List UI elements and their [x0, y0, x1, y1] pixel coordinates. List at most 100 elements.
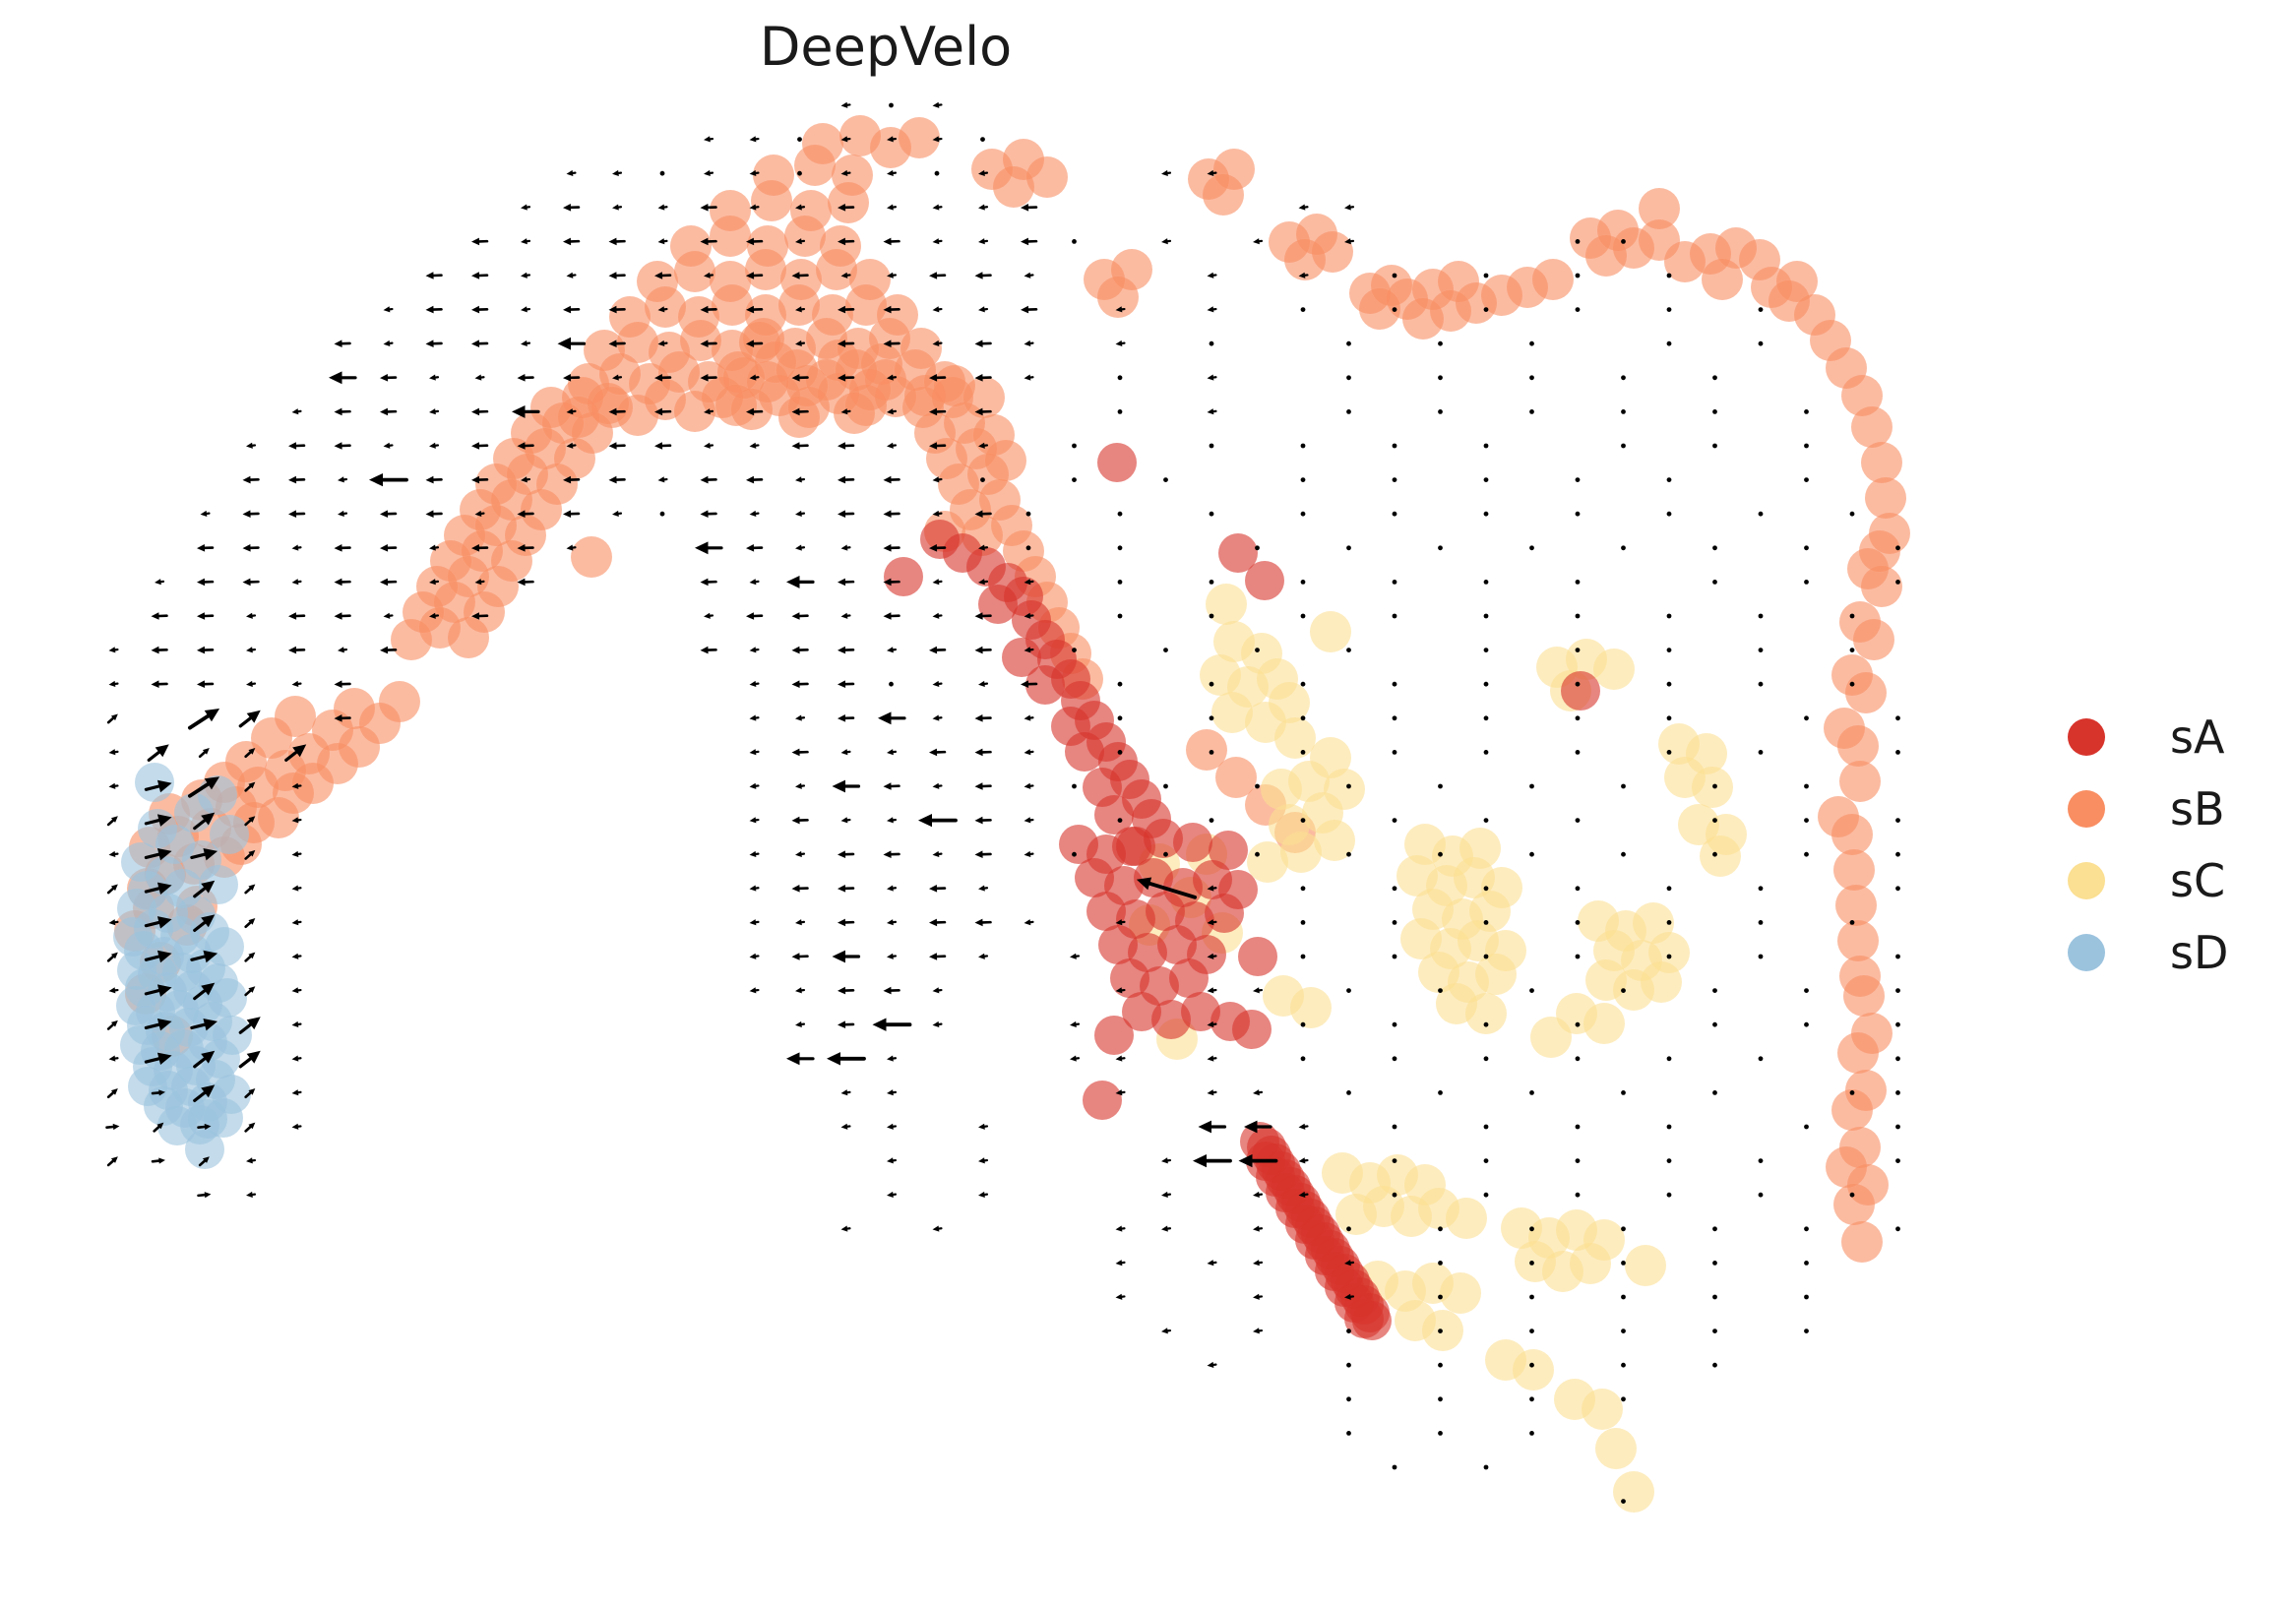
- velocity-dot: [1117, 375, 1123, 381]
- velocity-arrow-head: [929, 272, 938, 279]
- velocity-arrow-head: [471, 544, 480, 552]
- velocity-arrow-head: [291, 1123, 299, 1130]
- velocity-arrow-head: [795, 782, 802, 789]
- legend-marker-sA: [2068, 717, 2105, 756]
- legend-label-sB: sB: [2170, 781, 2225, 835]
- velocity-dot: [1666, 613, 1672, 619]
- velocity-arrow-head: [932, 1225, 940, 1232]
- velocity-dot: [1300, 818, 1306, 823]
- velocity-arrow-head: [563, 510, 572, 518]
- velocity-dot: [1255, 545, 1260, 551]
- velocity-arrow-shaft: [105, 1125, 115, 1129]
- data-point-sB: [861, 343, 902, 385]
- velocity-arrow-shaft: [106, 887, 115, 895]
- velocity-dot: [1575, 818, 1581, 823]
- velocity-dot: [1392, 273, 1397, 278]
- data-point-sA: [1065, 732, 1104, 772]
- velocity-arrow-head: [887, 1089, 894, 1096]
- velocity-arrow-head: [1161, 1157, 1168, 1164]
- velocity-dot: [1575, 1124, 1581, 1130]
- data-point-sA: [1218, 533, 1258, 573]
- velocity-dot: [1392, 750, 1397, 755]
- data-point-sB: [1833, 1184, 1875, 1225]
- velocity-arrow-head: [838, 714, 846, 722]
- velocity-arrow-head: [151, 646, 159, 654]
- velocity-dot: [1666, 920, 1672, 925]
- velocity-dot: [1529, 1294, 1534, 1300]
- velocity-arrow-head: [749, 919, 757, 926]
- data-point-sB: [275, 696, 316, 737]
- velocity-arrow-shaft: [188, 713, 211, 730]
- velocity-arrow-head: [932, 340, 940, 347]
- velocity-dot: [1758, 648, 1764, 652]
- velocity-arrow-head: [566, 408, 574, 415]
- velocity-dot: [1804, 1329, 1809, 1333]
- velocity-dot: [1575, 511, 1581, 517]
- velocity-arrow-shaft: [144, 818, 161, 826]
- velocity-arrow-head: [429, 544, 436, 551]
- velocity-arrow-head: [1298, 1191, 1306, 1199]
- velocity-dot: [1483, 1192, 1489, 1198]
- velocity-arrow-head: [887, 953, 894, 959]
- velocity-arrow-head: [563, 475, 572, 484]
- data-point-sB: [899, 117, 940, 158]
- velocity-arrow-head: [200, 510, 208, 518]
- velocity-dot: [1346, 648, 1351, 652]
- velocity-arrow-head: [108, 749, 116, 756]
- velocity-dot: [1392, 1158, 1397, 1163]
- velocity-arrow-head: [380, 510, 389, 518]
- velocity-arrow-head: [932, 850, 940, 858]
- velocity-arrow-head: [838, 475, 846, 484]
- velocity-arrow-head: [791, 816, 800, 825]
- velocity-arrow-head: [156, 1018, 172, 1031]
- data-point-sA: [1094, 1016, 1134, 1055]
- velocity-arrow-head: [704, 408, 711, 415]
- velocity-arrow-head: [291, 953, 299, 959]
- velocity-arrow-head: [521, 204, 527, 211]
- velocity-arrow-head: [749, 817, 757, 824]
- data-point-sA: [1112, 827, 1151, 866]
- velocity-arrow-head: [932, 204, 940, 211]
- velocity-arrow-head: [746, 340, 755, 347]
- velocity-dot: [1895, 954, 1900, 959]
- velocity-arrow-head: [425, 272, 434, 279]
- velocity-arrow-head: [932, 136, 940, 143]
- velocity-arrow-head: [248, 1122, 256, 1130]
- velocity-arrow-head: [201, 1050, 216, 1064]
- velocity-arrow-head: [932, 476, 940, 483]
- velocity-dot: [1392, 443, 1397, 449]
- velocity-arrow-head: [512, 404, 526, 418]
- velocity-arrow-head: [840, 101, 848, 108]
- velocity-arrow-head: [1115, 1293, 1123, 1300]
- velocity-arrow-head: [288, 510, 297, 518]
- velocity-arrow-head: [1207, 272, 1214, 278]
- velocity-arrow-head: [838, 885, 846, 893]
- velocity-dot: [1575, 273, 1581, 278]
- velocity-arrow-head: [1161, 238, 1168, 245]
- velocity-arrow-head: [978, 953, 985, 959]
- velocity-arrow-head: [242, 578, 251, 587]
- data-point-sA: [1245, 561, 1284, 600]
- velocity-dot: [1209, 340, 1214, 346]
- velocity-arrow-head: [1115, 1260, 1123, 1267]
- velocity-arrow-head: [338, 510, 344, 518]
- legend-label-sC: sC: [2170, 853, 2226, 907]
- velocity-arrow-head: [654, 374, 663, 382]
- velocity-arrow-head: [749, 374, 757, 381]
- velocity-arrow-head: [291, 850, 299, 858]
- velocity-arrow-head: [838, 578, 846, 587]
- velocity-dot: [1758, 886, 1764, 892]
- velocity-arrow-shaft: [244, 819, 252, 827]
- data-point-sC: [1274, 717, 1316, 759]
- velocity-arrow-head: [155, 744, 169, 758]
- velocity-arrow-head: [204, 776, 220, 790]
- velocity-arrow-head: [838, 237, 846, 246]
- velocity-arrow-head: [288, 612, 297, 620]
- series-sB: [114, 115, 1910, 1263]
- data-point-sB: [812, 294, 853, 336]
- velocity-dot: [1712, 1090, 1717, 1095]
- velocity-dot: [1392, 1192, 1397, 1198]
- velocity-arrow-head: [746, 237, 755, 246]
- velocity-arrow-head: [156, 1052, 172, 1066]
- data-point-sC: [1475, 954, 1517, 995]
